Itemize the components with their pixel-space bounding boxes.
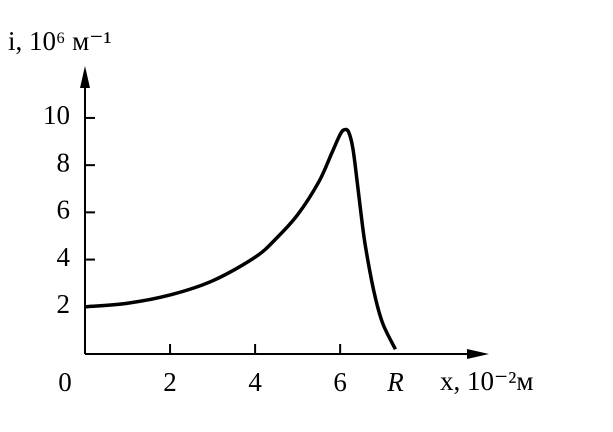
x-axis-label: x, 10⁻²м bbox=[440, 366, 533, 396]
y-axis-arrow bbox=[80, 66, 90, 88]
y-tick-label: 4 bbox=[57, 242, 71, 272]
y-tick-label: 6 bbox=[57, 195, 71, 225]
y-axis-label: i, 10⁶ м⁻¹ bbox=[8, 26, 112, 56]
x-tick-label: 0 bbox=[58, 367, 72, 397]
x-tick-label: 2 bbox=[163, 367, 177, 397]
y-tick-label: 8 bbox=[57, 147, 71, 177]
x-axis-arrow bbox=[467, 349, 489, 359]
x-tick-label: 6 bbox=[333, 367, 347, 397]
y-tick-label: 2 bbox=[57, 289, 71, 319]
y-tick-label: 10 bbox=[43, 100, 70, 130]
x-tick-label: 4 bbox=[248, 367, 262, 397]
data-line bbox=[84, 127, 398, 351]
x-tick-label: R bbox=[386, 367, 404, 397]
